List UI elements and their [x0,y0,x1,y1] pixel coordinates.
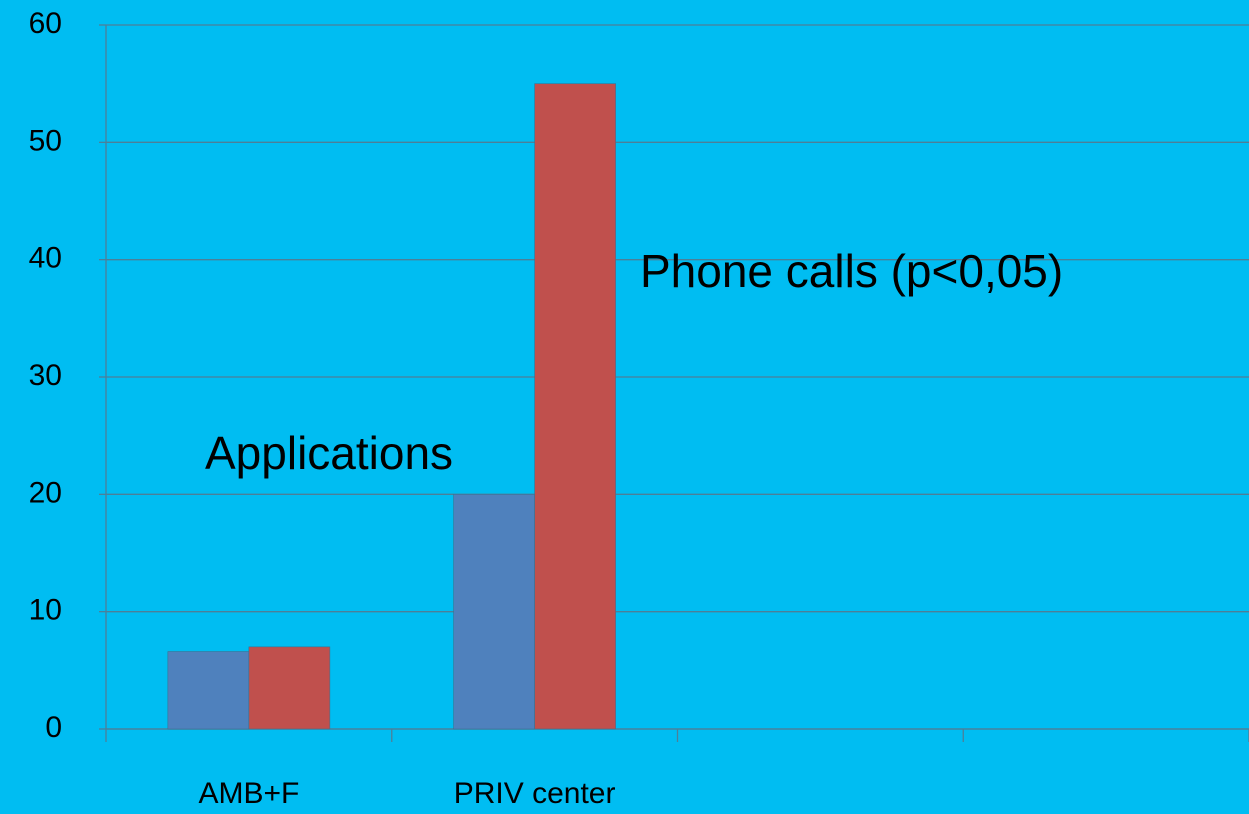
bar [248,646,331,730]
bar [453,494,535,730]
series-label: Applications [205,427,453,479]
y-tick-label: 0 [45,711,62,744]
x-tick-label: PRIV center [454,777,616,810]
y-tick-label: 60 [29,7,62,40]
x-tick-label: AMB+F [198,777,299,810]
y-tick-label: 30 [29,359,62,392]
y-tick-label: 40 [29,242,62,275]
y-tick-label: 10 [29,594,62,627]
y-tick-label: 50 [29,124,62,157]
series-label: Phone calls (p<0,05) [640,245,1063,297]
y-tick-label: 20 [29,476,62,509]
bar [167,651,250,730]
bar [534,83,616,730]
